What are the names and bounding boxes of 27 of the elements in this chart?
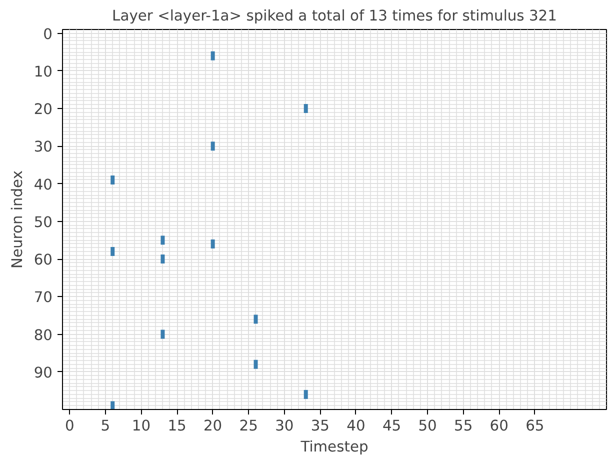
x-tick-label: 55 [454,418,473,434]
x-tick-label: 5 [100,418,110,434]
y-axis-title: Neuron index [8,170,26,268]
y-tick-label: 60 [34,252,53,269]
y-tick-label: 10 [34,63,53,80]
x-tick-label: 25 [239,418,258,434]
y-tick-label: 90 [34,364,53,382]
x-tick-label: 30 [275,418,294,434]
x-tick-label: 10 [132,418,151,434]
y-tick-label: 80 [34,326,53,344]
y-tick-label: 70 [34,289,53,306]
x-tick-label: 20 [203,418,222,434]
x-tick-label: 60 [490,418,508,434]
x-tick-label: 45 [382,418,402,434]
chart-title: Layer <layer-1a> spiked a total of 13 times for stimulus 321 [112,8,557,24]
y-tick-label: 0 [43,26,53,43]
x-tick-label: 0 [64,418,74,434]
y-tick-label: 30 [34,138,53,156]
y-tick-label: 50 [34,214,53,231]
x-tick-label: 15 [168,418,186,434]
y-tick-label: 40 [34,176,53,194]
x-tick-label: 65 [526,418,544,434]
x-tick-label: 35 [310,418,330,434]
x-tick-label: 50 [418,418,437,434]
x-tick-label: 40 [346,418,366,434]
x-axis-title: Timestep [300,438,368,456]
y-tick-label: 20 [34,101,53,118]
